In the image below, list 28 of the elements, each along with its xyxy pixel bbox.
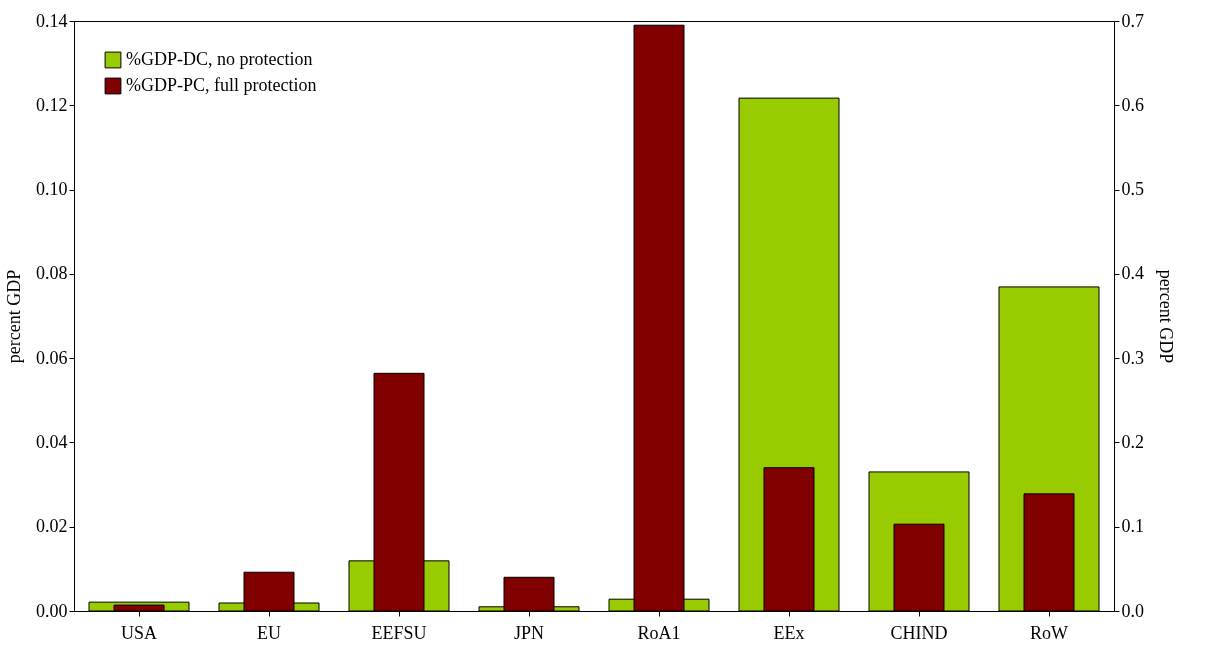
legend-label: %GDP-PC, full protection [126,75,317,95]
y2-tick-label: 0.1 [1121,516,1144,537]
x-tick-label: EU [257,622,281,643]
x-tick-label: EEx [773,622,805,643]
x-tick-label: JPN [513,622,545,643]
y-tick-label: 0.14 [36,10,68,31]
y-tick-label: 0.12 [36,94,68,115]
y-tick-label: 0.06 [36,347,68,368]
legend-label: %GDP-DC, no protection [126,49,313,69]
y2-tick-label: 0.5 [1121,179,1144,200]
y2-axis-title: percent GDP [1156,269,1176,364]
y2-tick-label: 0.7 [1121,10,1144,31]
x-tick-label: EEFSU [371,622,427,643]
x-tick-label: CHIND [890,622,948,643]
x-tick-label: USA [120,622,158,643]
x-tick-label: RoW [1030,622,1069,643]
x-tick-label: RoA1 [637,622,681,643]
y-tick-label: 0.00 [36,600,68,621]
y2-tick-label: 0.0 [1121,600,1144,621]
y2-tick-label: 0.3 [1121,347,1144,368]
y-tick-label: 0.02 [36,516,68,537]
y-tick-label: 0.04 [36,431,68,452]
y-axis-title: percent GDP [4,269,24,364]
y2-tick-label: 0.2 [1121,431,1144,452]
y-tick-label: 0.10 [36,179,68,200]
y2-tick-label: 0.6 [1121,94,1144,115]
y-tick-label: 0.08 [36,263,68,284]
y2-tick-label: 0.4 [1121,263,1144,284]
